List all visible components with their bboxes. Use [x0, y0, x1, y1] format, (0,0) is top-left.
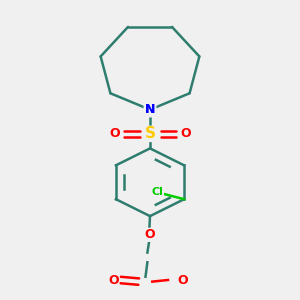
Text: O: O: [180, 128, 191, 140]
Text: N: N: [145, 103, 155, 116]
Text: O: O: [178, 274, 188, 286]
Text: N: N: [145, 103, 155, 116]
Text: O: O: [108, 274, 119, 286]
Text: Cl: Cl: [151, 187, 163, 197]
Text: O: O: [109, 128, 120, 140]
Text: S: S: [145, 126, 155, 141]
Text: O: O: [144, 228, 154, 241]
